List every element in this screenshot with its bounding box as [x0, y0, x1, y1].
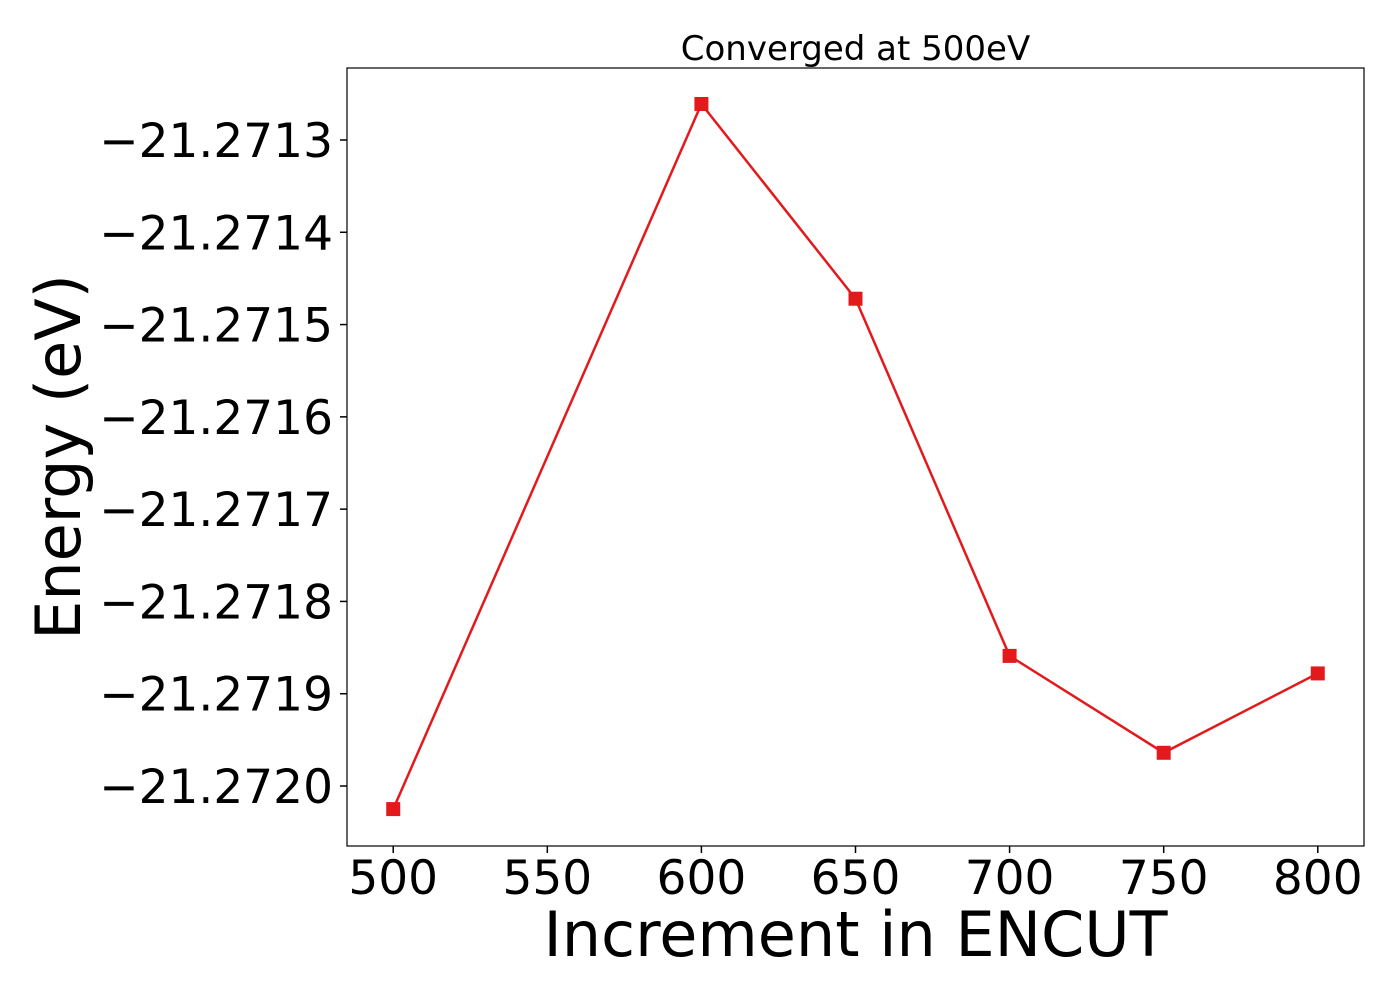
- y-axis-label: Energy (eV): [22, 274, 95, 640]
- x-tick-label: 750: [1119, 851, 1209, 906]
- x-axis-ticks: 500 550 600 650 700 750 800: [348, 846, 1363, 906]
- x-tick-label: 800: [1273, 851, 1363, 906]
- y-tick-label: −21.2715: [99, 299, 333, 354]
- x-tick-label: 700: [965, 851, 1055, 906]
- data-point-marker: [848, 291, 863, 306]
- y-tick-label: −21.2720: [99, 760, 333, 815]
- y-tick-label: −21.2718: [99, 575, 333, 630]
- series-layer: [386, 96, 1325, 817]
- data-point-marker: [1156, 745, 1171, 760]
- x-axis-label: Increment in ENCUT: [543, 898, 1168, 971]
- data-point-marker: [1310, 666, 1325, 681]
- x-tick-label: 550: [502, 851, 592, 906]
- data-point-marker: [1002, 648, 1017, 663]
- y-tick-label: −21.2719: [99, 668, 333, 723]
- y-tick-label: −21.2714: [99, 206, 333, 261]
- x-tick-label: 650: [811, 851, 901, 906]
- y-tick-label: −21.2716: [99, 391, 333, 446]
- data-point-marker: [694, 96, 709, 111]
- x-tick-label: 500: [348, 851, 438, 906]
- y-tick-label: −21.2713: [99, 114, 333, 169]
- y-axis-ticks: −21.2713 −21.2714 −21.2715 −21.2716 −21.2717…: [99, 114, 347, 815]
- chart-title: Converged at 500eV: [681, 29, 1030, 69]
- data-point-marker: [386, 802, 401, 817]
- series-line: [392, 101, 1319, 810]
- y-tick-label: −21.2717: [99, 483, 333, 538]
- x-tick-label: 600: [657, 851, 747, 906]
